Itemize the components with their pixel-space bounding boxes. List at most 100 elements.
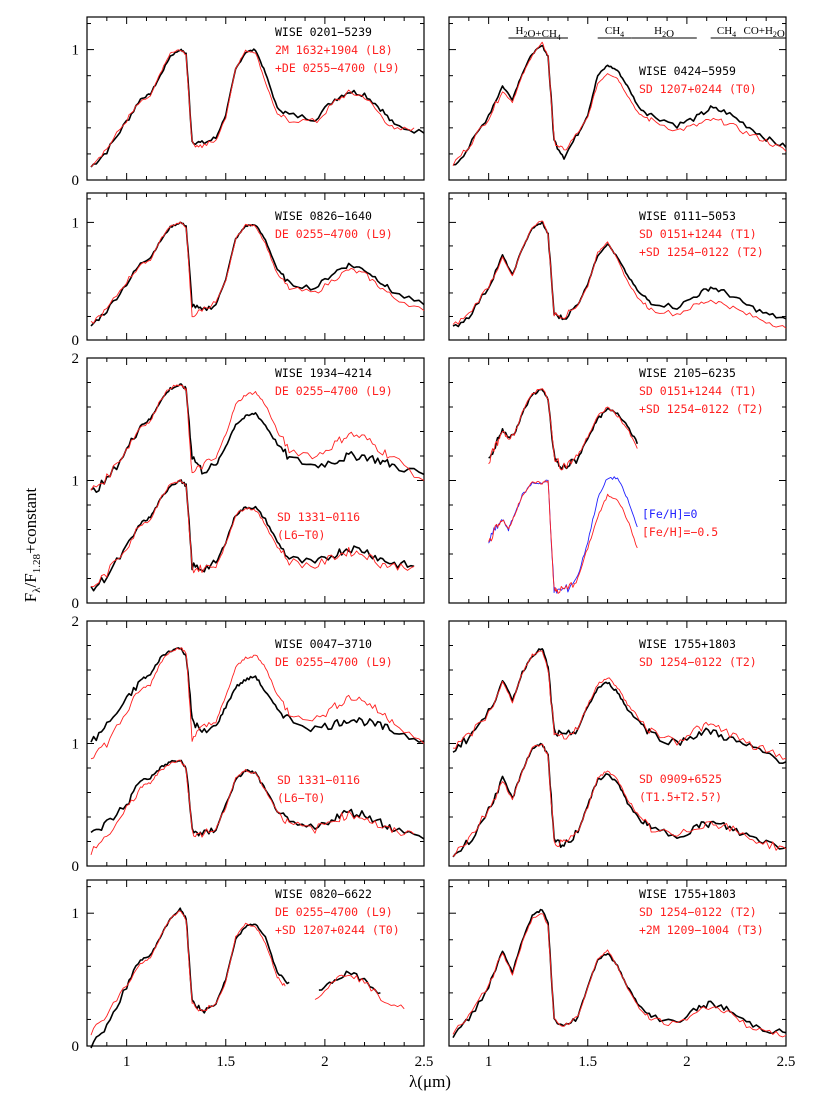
panel-label: DE 0255−4700 (L9) <box>275 905 393 919</box>
panel-label: WISE 1755+1803 <box>639 637 736 651</box>
x-tick-label: 1 <box>485 1054 493 1070</box>
y-tick-label: 1 <box>72 737 80 753</box>
band-label: CO+H2O <box>743 25 784 40</box>
panel-label: WISE 0047−3710 <box>275 637 372 651</box>
spectrum-object-0 <box>452 44 787 166</box>
x-tick-label: 2 <box>683 1054 691 1070</box>
spectrum-template-3 <box>452 743 787 857</box>
spectrum-template-1 <box>90 384 425 491</box>
spectrum-template-1 <box>452 41 787 166</box>
spectrum-template-1 <box>452 913 787 1038</box>
band-label: CH4 <box>605 25 624 39</box>
spectrum-template-1 <box>488 388 638 471</box>
x-tick-label: 1 <box>123 1054 131 1070</box>
spectrum-object-0 <box>90 383 425 494</box>
panel-d-right: WISE 1755+1803 SD 1254−0122 (T2) SD 0909+6… <box>448 620 787 867</box>
spectrum-template-3 <box>314 974 405 1010</box>
panel-label: +SD 1254−0122 (T2) <box>639 245 764 259</box>
panel-label: SD 0151+1244 (T1) <box>639 384 757 398</box>
spectrum-template-1 <box>90 49 415 168</box>
panel-label: SD 0151+1244 (T1) <box>639 227 757 241</box>
panel-b-right: WISE 0111−5053 SD 0151+1244 (T1) +SD 1254−… <box>448 192 787 341</box>
panel-a-right: WISE 0424−5959 SD 1207+0244 (T0) H2O+CH4 CH… <box>448 16 787 181</box>
spectrum-object-0 <box>488 388 639 470</box>
y-tick-label: 0 <box>72 173 80 189</box>
spectrum-metal_poor-3 <box>488 480 638 594</box>
panel-label: +SD 1254−0122 (T2) <box>639 402 764 416</box>
panel-a-left: 0 1 WISE 0201−5239 2M 1632+1904 (L8) +DE 025… <box>72 16 425 189</box>
spectrum-template-3 <box>90 759 415 856</box>
band-label: CH4 <box>717 25 736 39</box>
x-tick-label: 2 <box>321 1054 329 1070</box>
panel-label: [Fe/H]=−0.5 <box>642 525 718 539</box>
panel-label: +2M 1209−1004 (T3) <box>639 923 764 937</box>
spectrum-object-0 <box>90 647 425 743</box>
y-tick-label: 2 <box>72 614 80 630</box>
panel-label: WISE 0826−1640 <box>275 209 372 223</box>
panel-e-left: 0 1 1 1.5 2 2.5 WISE 0820−6622 DE 0255−4700 (L9… <box>72 879 434 1070</box>
y-tick-label: 0 <box>72 333 80 349</box>
panel-c-right: WISE 2105−6235 SD 0151+1244 (T1) +SD 1254−… <box>448 357 787 604</box>
spectrum-object-2 <box>90 479 415 592</box>
panel-frame <box>86 879 425 1047</box>
panel-label: +SD 1207+0244 (T0) <box>275 923 400 937</box>
panel-label: WISE 1755+1803 <box>639 887 736 901</box>
x-tick-label: 1.5 <box>216 1054 235 1070</box>
spectrum-object-2 <box>90 759 425 840</box>
panel-label: WISE 0424−5959 <box>639 64 736 78</box>
panel-frame <box>448 16 787 181</box>
panel-label: (T1.5+T2.5?) <box>639 790 722 804</box>
panel-label: DE 0255−4700 (L9) <box>275 227 393 241</box>
panel-label: WISE 0201−5239 <box>275 25 372 39</box>
x-tick-label: 1.5 <box>578 1054 597 1070</box>
y-axis-label: Fλ/F1.28+constant <box>21 487 43 602</box>
panel-label: [Fe/H]=0 <box>642 507 697 521</box>
panel-frame <box>86 16 425 181</box>
y-tick-label: 1 <box>72 43 80 59</box>
y-tick-label: 0 <box>72 859 80 875</box>
band-label: H2O+CH4 <box>516 25 561 42</box>
y-tick-label: 0 <box>72 1039 80 1055</box>
panel-label: DE 0255−4700 (L9) <box>275 384 393 398</box>
spectrum-template-1 <box>90 647 425 760</box>
panel-label: (L6−T0) <box>277 791 325 805</box>
panel-frame <box>448 192 787 341</box>
panel-label: WISE 0820−6622 <box>275 887 372 901</box>
panel-label: SD 0909+6525 <box>639 772 722 786</box>
panel-label: WISE 1934−4214 <box>275 366 372 380</box>
spectrum-template-1 <box>90 221 425 324</box>
panel-label: WISE 0111−5053 <box>639 209 736 223</box>
panel-label: (L6−T0) <box>277 528 325 542</box>
panel-frame <box>86 192 425 341</box>
panel-frame <box>448 879 787 1047</box>
spectrum-object-2 <box>452 742 787 858</box>
y-tick-label: 2 <box>72 351 80 367</box>
panel-label: SD 1254−0122 (T2) <box>639 905 757 919</box>
spectrum-template-1 <box>452 220 787 329</box>
panel-label: WISE 2105−6235 <box>639 366 736 380</box>
spectrum-object-0 <box>452 647 787 765</box>
panel-label: SD 1331−0116 <box>277 510 360 524</box>
y-tick-label: 0 <box>72 596 80 612</box>
y-tick-label: 1 <box>72 474 80 490</box>
panel-label: SD 1254−0122 (T2) <box>639 655 757 669</box>
panel-label: 2M 1632+1904 (L8) <box>275 43 393 57</box>
panel-label: SD 1331−0116 <box>277 773 360 787</box>
spectrum-metal_solar-2 <box>488 476 638 594</box>
spectrum-template-1 <box>452 650 787 760</box>
panel-e-right: 1 1.5 2 2.5 WISE 1755+1803 SD 1254−0122 (T2) +… <box>448 879 796 1070</box>
x-axis-label: λ(μm) <box>409 1072 451 1091</box>
x-tick-label: 2.5 <box>777 1054 796 1070</box>
panel-d-left: 0 1 2 WISE 0047−3710 DE 0255−4700 (L9) SD 133… <box>72 614 425 875</box>
panel-c-left: 0 1 2 WISE 1934−4214 DE 0255−4700 (L9) SD 133… <box>72 351 425 612</box>
x-tick-label: 2.5 <box>415 1054 434 1070</box>
spectrum-template-2 <box>90 910 286 1036</box>
spectrum-template-3 <box>90 479 415 588</box>
y-tick-label: 1 <box>72 906 80 922</box>
y-tick-label: 1 <box>72 215 80 231</box>
band-label: H2O <box>654 25 674 40</box>
panel-label: SD 1207+0244 (T0) <box>639 82 757 96</box>
panel-label: DE 0255−4700 (L9) <box>275 655 393 669</box>
panel-label: +DE 0255−4700 (L9) <box>275 61 400 75</box>
